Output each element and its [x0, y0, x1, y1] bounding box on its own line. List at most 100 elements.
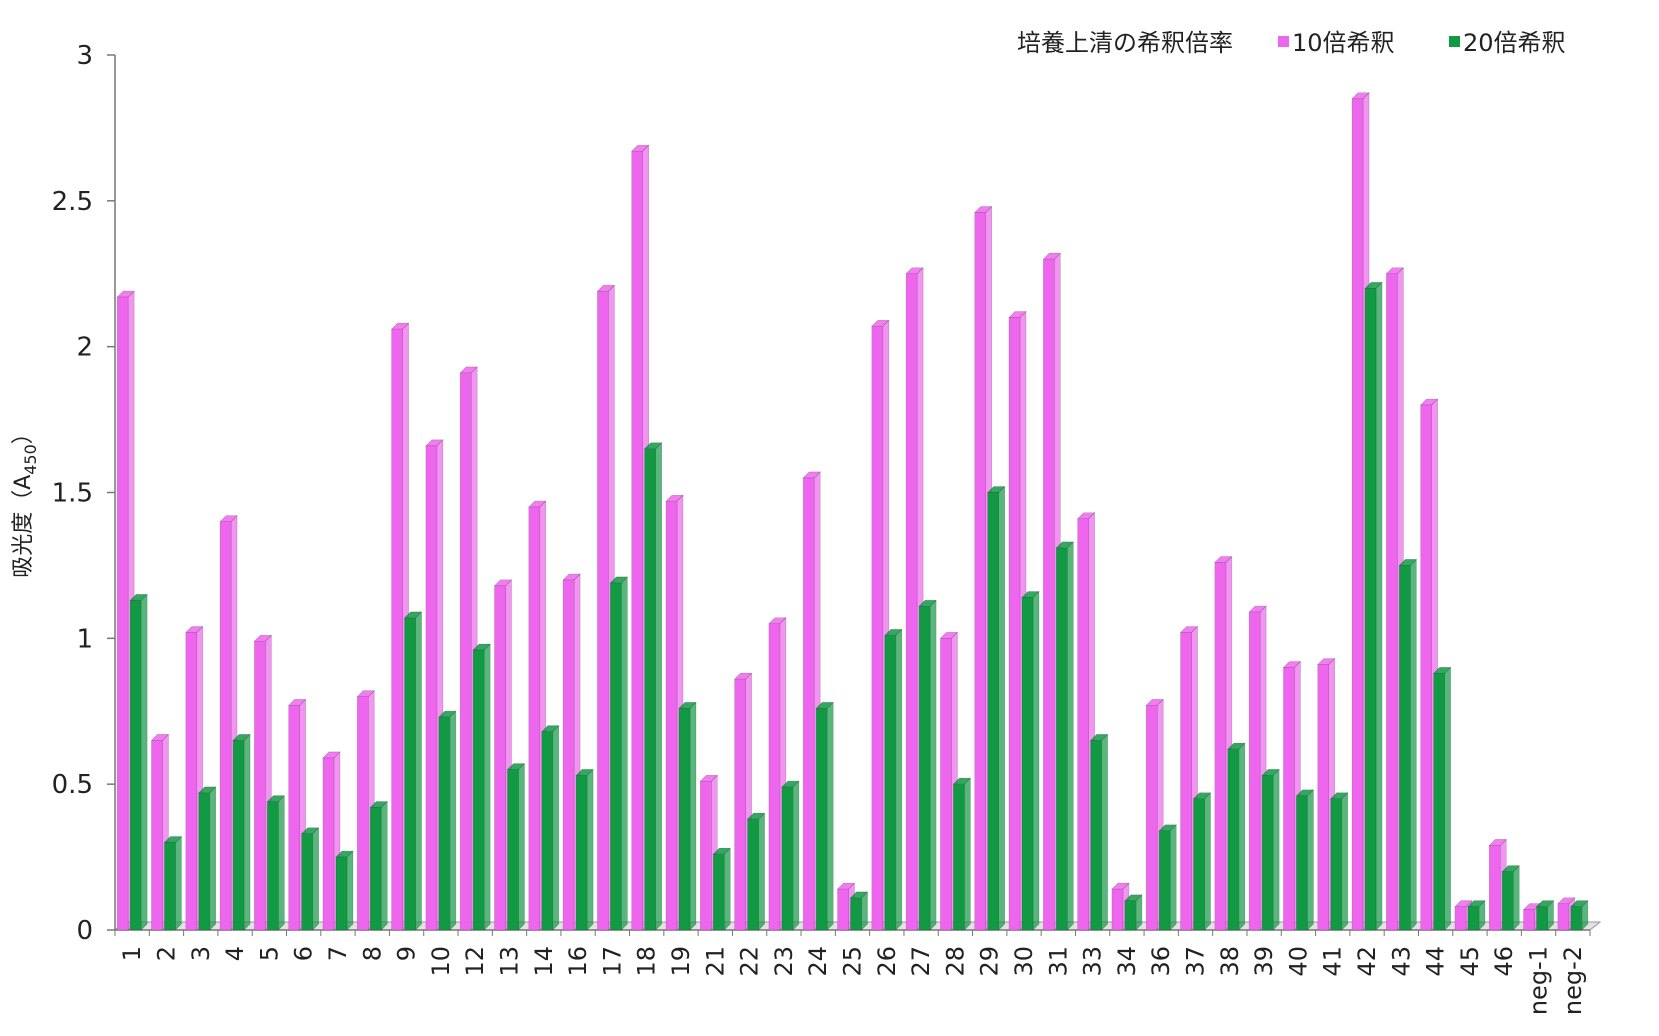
bar-20x-12 [472, 643, 491, 931]
bar-20x-1 [129, 593, 148, 931]
y-tick-label: 2 [76, 333, 93, 363]
bar-20x-22 [746, 812, 766, 931]
bar-20x-24 [815, 701, 834, 931]
x-tick-label: 14 [530, 946, 558, 977]
bar-20x-19 [678, 701, 697, 931]
bar-20x-27 [918, 599, 937, 931]
bar-20x-13 [506, 762, 526, 931]
x-tick-label: 10 [427, 946, 455, 977]
bar-20x-26 [884, 628, 903, 931]
x-tick-label: 43 [1387, 946, 1415, 977]
bar-20x-25 [849, 891, 869, 931]
y-tick-label: 3 [76, 41, 93, 71]
y-tick-label: 1 [76, 624, 93, 654]
y-axis-label-subscript: 450 [21, 444, 40, 475]
legend-title: 培養上清の希釈倍率 [1017, 29, 1233, 57]
x-tick-label: 37 [1182, 946, 1210, 977]
bar-20x-46 [1501, 864, 1520, 931]
x-tick-label: 5 [255, 946, 283, 961]
bar-20x-14 [541, 724, 560, 931]
bars-layer [116, 92, 1589, 931]
y-axis-label-main: 吸光度（A [11, 475, 36, 578]
x-tick-label: 17 [598, 946, 626, 977]
bar-20x-41 [1330, 792, 1349, 931]
x-tick-label: 12 [461, 946, 489, 977]
bar-20x-2 [163, 835, 183, 931]
bar-20x-9 [403, 611, 423, 931]
x-tick-label: 16 [564, 946, 592, 977]
x-tick-label: 24 [804, 946, 832, 977]
bar-20x-43 [1398, 558, 1418, 931]
x-tick-label: 4 [221, 946, 249, 961]
x-tick-label: 29 [976, 946, 1004, 977]
x-tick-label: 2 [152, 946, 180, 961]
bar-20x-16 [575, 768, 594, 931]
bar-20x-29 [986, 485, 1006, 931]
x-tick-label: 36 [1147, 946, 1175, 977]
x-tick-label: 30 [1010, 946, 1038, 977]
bar-20x-36 [1158, 824, 1177, 931]
bar-20x-30 [1021, 590, 1040, 931]
bar-20x-31 [1055, 541, 1075, 931]
bar-20x-23 [781, 780, 800, 931]
legend-label-20x: 20倍希釈 [1463, 29, 1566, 57]
bar-20x-33 [1089, 733, 1109, 931]
x-tick-label: 6 [290, 946, 318, 961]
x-tick-label: 40 [1284, 946, 1312, 977]
x-tick-label: 31 [1044, 946, 1072, 977]
x-tick-label: 19 [667, 946, 695, 977]
bar-20x-37 [1192, 792, 1212, 931]
x-tick-label: 22 [736, 946, 764, 977]
x-tick-label: 34 [1113, 946, 1141, 977]
x-tick-label: 33 [1079, 946, 1107, 977]
bar-10x-41 [1317, 657, 1336, 931]
x-tick-label: 42 [1353, 946, 1381, 977]
bar-20x-18 [643, 442, 663, 931]
y-tick-label: 1.5 [52, 479, 93, 509]
y-tick-label: 0 [76, 916, 93, 946]
bar-20x-7 [335, 850, 354, 931]
legend-swatch-20x [1449, 36, 1460, 47]
x-tick-label: 41 [1319, 946, 1347, 977]
x-tick-label: neg-1 [1525, 946, 1553, 1015]
bar-20x-21 [712, 847, 732, 931]
bar-20x-40 [1295, 789, 1315, 931]
x-tick-label: 7 [324, 946, 352, 961]
x-tick-label: neg-2 [1559, 946, 1587, 1015]
labels-layer: 00.511.522.531 2 3 4 5 6 7 8 9 10 12 13 14 16 17 18 19 21… [52, 41, 1587, 1015]
bar-20x-34 [1124, 894, 1143, 931]
x-tick-label: 21 [701, 946, 729, 977]
x-tick-label: 38 [1216, 946, 1244, 977]
bar-20x-5 [266, 794, 286, 931]
y-tick-label: 0.5 [52, 770, 93, 800]
bar-20x-42 [1364, 281, 1383, 931]
bar-20x-8 [369, 800, 388, 931]
bar-20x-28 [952, 777, 972, 931]
bar-20x-3 [198, 786, 217, 931]
x-tick-label: 1 [118, 946, 146, 961]
legend-label-10x: 10倍希釈 [1292, 29, 1395, 57]
bar-20x-45 [1467, 899, 1486, 931]
bar-20x-44 [1432, 666, 1452, 931]
bar-10x-14 [528, 500, 547, 931]
x-tick-label: 13 [495, 946, 523, 977]
x-tick-label: 25 [839, 946, 867, 977]
bar-20x-4 [232, 733, 251, 931]
x-tick-label: 23 [770, 946, 798, 977]
x-tick-label: 26 [873, 946, 901, 977]
bar-20x-38 [1227, 742, 1246, 931]
legend-swatch-10x [1278, 36, 1289, 47]
x-tick-label: 9 [393, 946, 421, 961]
y-tick-label: 2.5 [52, 187, 93, 217]
x-tick-label: 44 [1422, 946, 1450, 977]
legend: 培養上清の希釈倍率 10倍希釈 20倍希釈 [1017, 29, 1566, 57]
x-tick-label: 3 [187, 946, 215, 961]
bar-20x-6 [300, 827, 320, 931]
x-tick-label: 18 [633, 946, 661, 977]
y-axis-label: 吸光度（A450） [11, 422, 40, 578]
x-tick-label: 27 [907, 946, 935, 977]
bar-20x-10 [438, 710, 457, 931]
x-tick-label: 39 [1250, 946, 1278, 977]
x-tick-label: 8 [358, 946, 386, 961]
